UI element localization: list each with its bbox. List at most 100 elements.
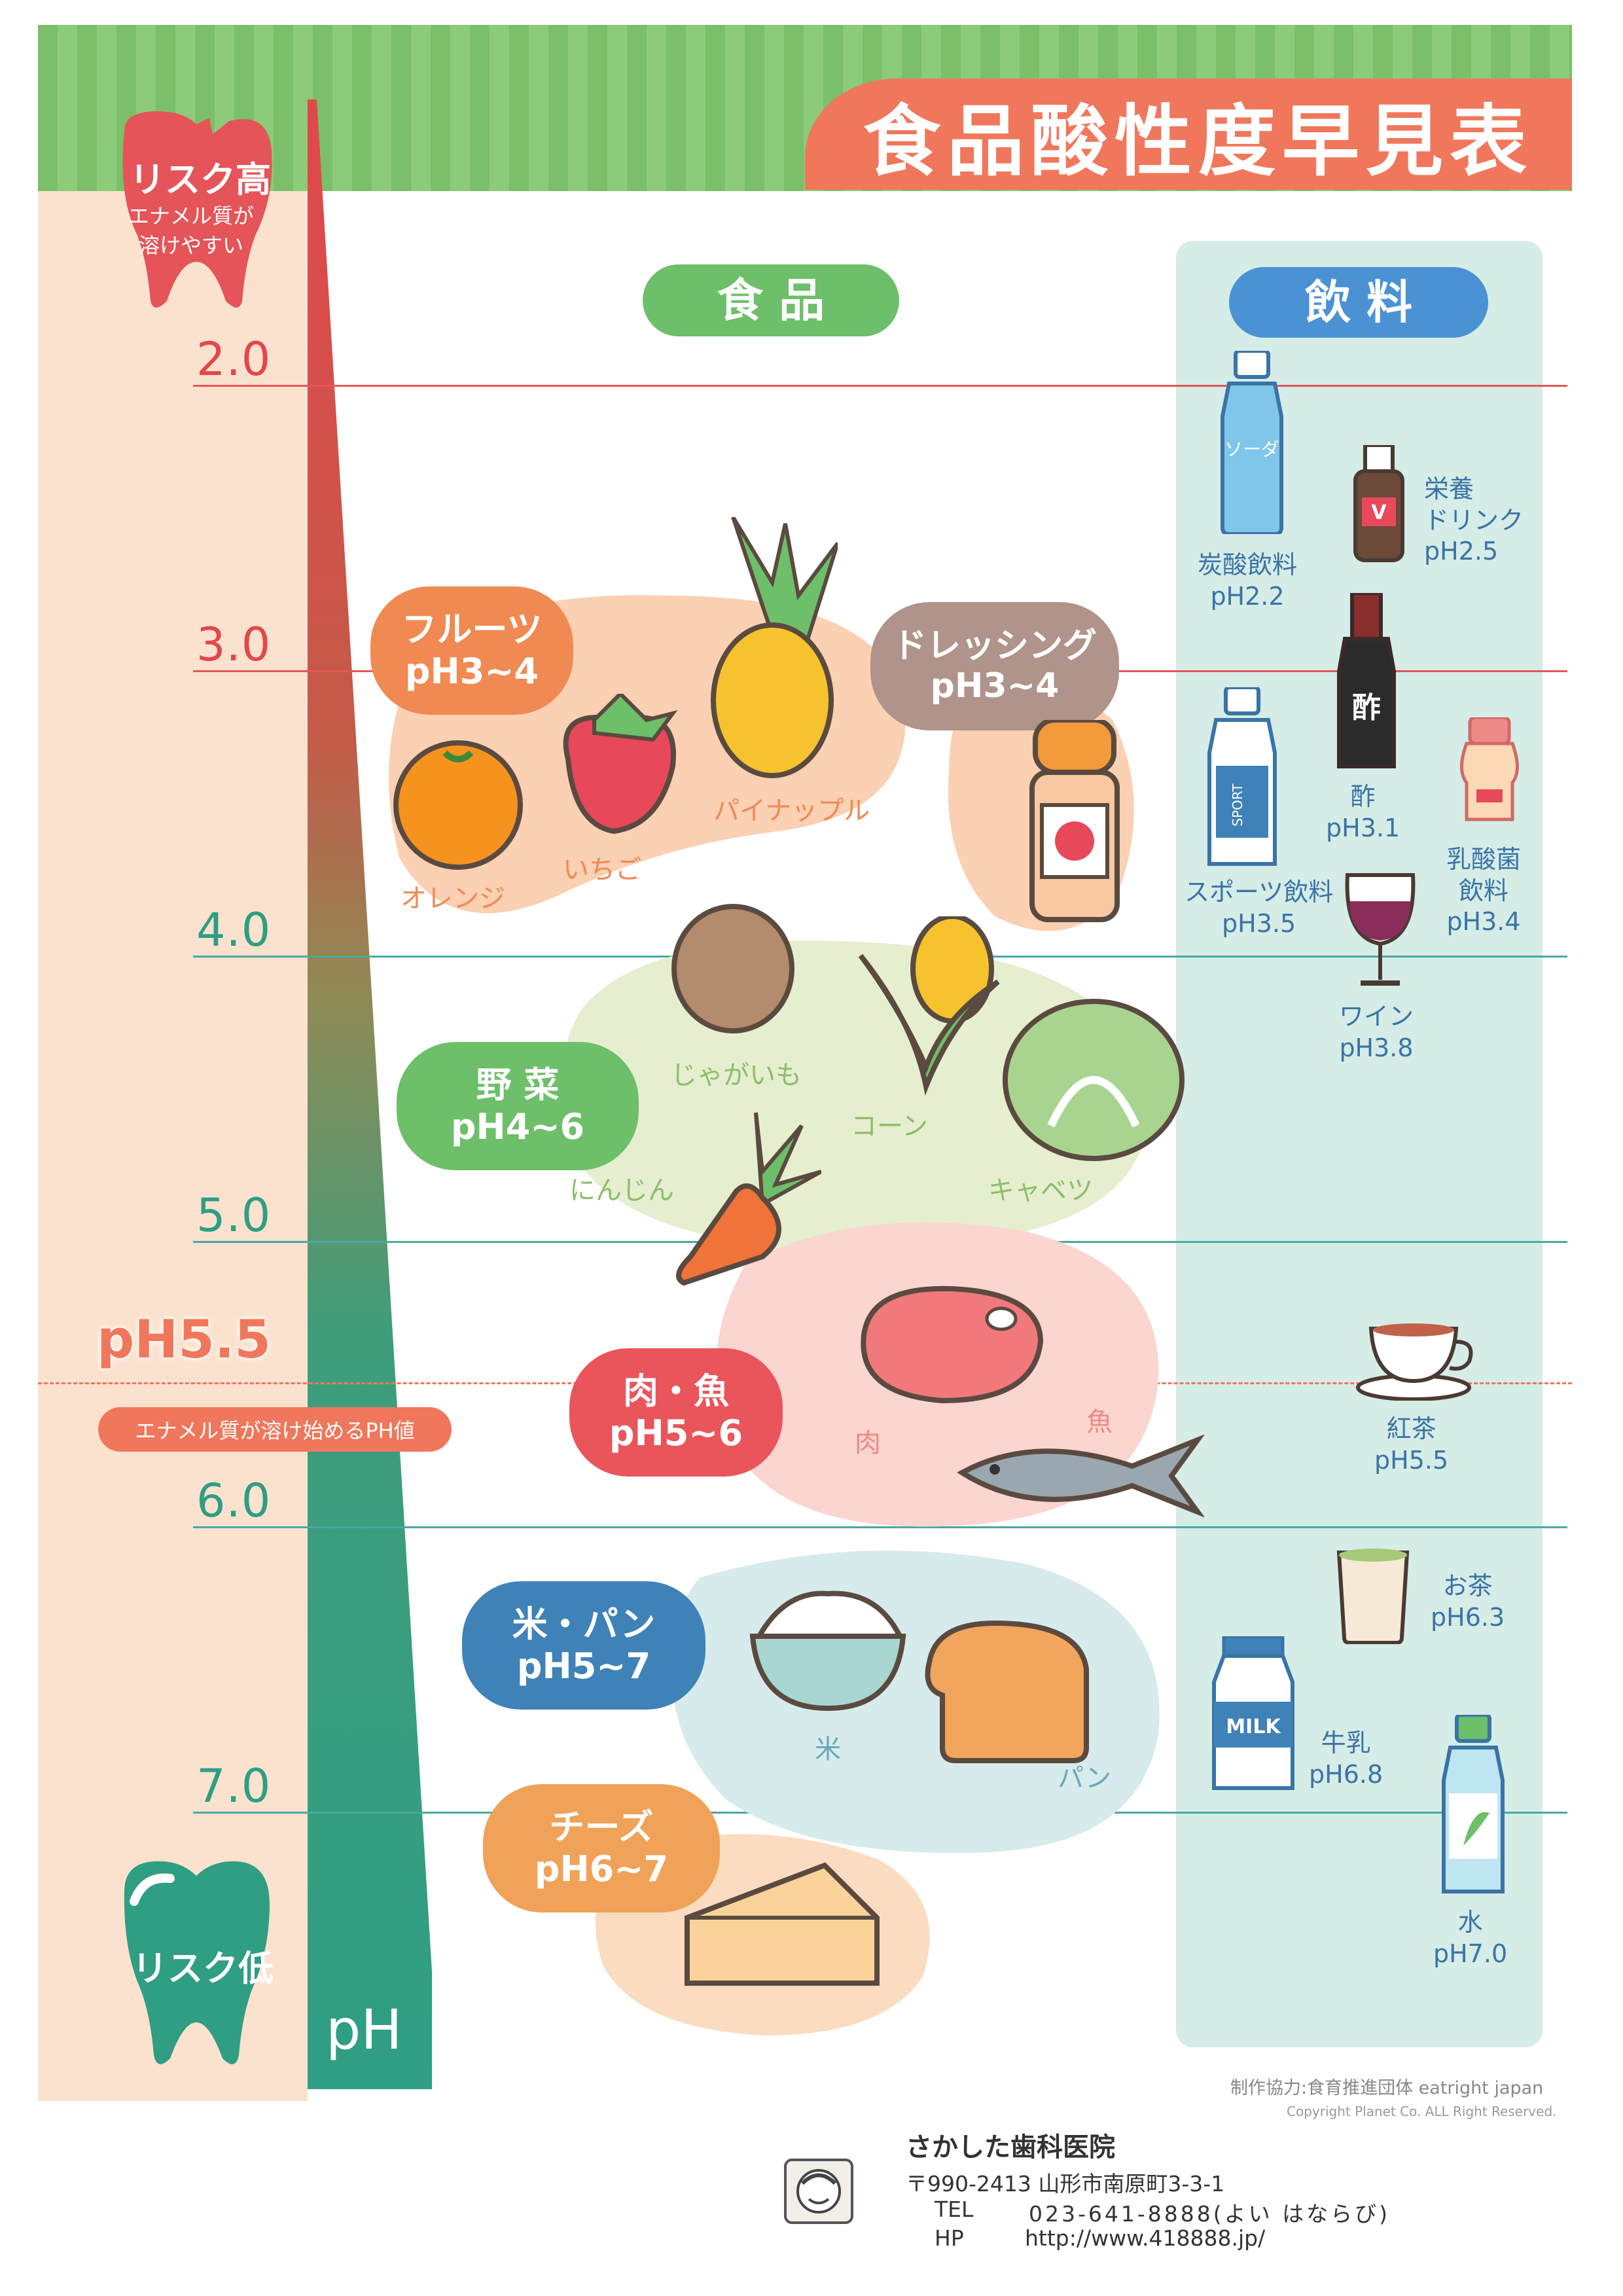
sports-ph: pH3.5	[1222, 908, 1296, 938]
dressing-pill: ドレッシング pH3~4	[870, 602, 1119, 730]
ph-axis-label: pH	[326, 1998, 402, 2062]
vinegar-bottle-icon: 酢	[1337, 593, 1396, 768]
ph-line-2	[193, 385, 1567, 387]
wine-label: ワイン pH3.8	[1339, 1001, 1414, 1064]
energy-drink-icon: V	[1353, 445, 1404, 562]
milk-label: 牛乳 pH6.8	[1309, 1728, 1383, 1790]
potato-icon	[671, 904, 794, 1033]
water-name: 水	[1457, 1908, 1483, 1937]
strawberry-icon	[563, 694, 678, 834]
lactic-drink-icon	[1460, 717, 1519, 821]
meat-label: 肉	[855, 1428, 881, 1458]
cheese-ph: pH6~7	[534, 1848, 669, 1890]
carrot-icon	[676, 1112, 821, 1286]
lactic-name-1: 乳酸菌	[1446, 845, 1522, 874]
ph-gradient-bar	[308, 99, 432, 2089]
fruit-pill: フルーツ pH3~4	[370, 586, 573, 715]
energy-label: 栄養 ドリンク pH2.5	[1424, 474, 1524, 567]
ph-tick-7: 7.0	[196, 1759, 272, 1813]
vinegar-label: 酢 pH3.1	[1326, 781, 1400, 844]
energy-drink-text: V	[1371, 501, 1387, 524]
vinegar-bottle-text: 酢	[1352, 691, 1381, 725]
orange-icon	[393, 740, 523, 870]
green-tea-ph: pH6.3	[1431, 1602, 1505, 1632]
fish-label: 魚	[1086, 1407, 1113, 1437]
sports-drink-text: SPORT	[1230, 783, 1245, 827]
credit-cooperation: 制作協力:食育推進団体 eatright japan	[1230, 2078, 1544, 2098]
risk-high-note-1: エナメル質が	[128, 204, 255, 228]
risk-low-label: リスク低	[132, 1948, 274, 1989]
rice-bread-pill: 米・パン pH5~7	[462, 1581, 705, 1710]
wine-name: ワイン	[1339, 1002, 1414, 1031]
rice-label: 米	[815, 1734, 841, 1765]
green-tea-name: お茶	[1442, 1571, 1493, 1600]
soda-label: 炭酸飲料 pH2.2	[1198, 550, 1297, 612]
fruit-name: フルーツ	[401, 609, 543, 651]
sports-name: スポーツ飲料	[1185, 878, 1334, 906]
clinic-address: 〒990-2413 山形市南原町3-3-1	[906, 2171, 1225, 2197]
milk-carton-icon: MILK	[1212, 1636, 1294, 1790]
soda-ph: pH2.2	[1210, 581, 1285, 611]
ph-tick-5: 5.0	[196, 1189, 272, 1242]
vegetable-pill: 野 菜 pH4~6	[397, 1042, 639, 1170]
green-tea-label: お茶 pH6.3	[1431, 1571, 1505, 1633]
soda-bottle-icon: ソーダ	[1221, 351, 1283, 534]
fruit-ph: pH3~4	[404, 651, 539, 692]
dressing-name: ドレッシング	[892, 626, 1097, 666]
milk-ph: pH6.8	[1309, 1759, 1383, 1789]
strawberry-label: いちご	[563, 855, 641, 885]
vinegar-name: 酢	[1350, 782, 1376, 811]
meat-fish-pill: 肉・魚 pH5~6	[569, 1348, 783, 1477]
clinic-name: さかした歯科医院	[906, 2132, 1115, 2162]
cheese-pill: チーズ pH6~7	[483, 1784, 720, 1912]
bread-label: パン	[1058, 1763, 1111, 1793]
credit-copyright: Copyright Planet Co. ALL Right Reserved.	[1287, 2104, 1557, 2119]
potato-label: じゃがいも	[671, 1060, 802, 1090]
energy-ph: pH2.5	[1424, 537, 1499, 565]
clinic-tel: 023-641-8888(よい はならび)	[1029, 2201, 1391, 2227]
wine-ph: pH3.8	[1339, 1033, 1414, 1062]
soda-name: 炭酸飲料	[1198, 550, 1298, 579]
tooth-low-risk-icon	[124, 1861, 270, 2064]
threshold-value: pH5.5	[97, 1309, 271, 1370]
tooth-high-risk-icon	[122, 111, 272, 308]
dentist-avatar-icon	[784, 2159, 853, 2224]
ph-tick-2: 2.0	[196, 332, 272, 386]
cabbage-label: キャベツ	[988, 1175, 1093, 1206]
threshold-note: エナメル質が溶け始めるPH値	[98, 1407, 452, 1452]
energy-name-2: ドリンク	[1424, 505, 1524, 535]
fish-icon	[957, 1434, 1204, 1518]
risk-high-label: リスク高	[130, 159, 271, 200]
ph-line-6	[193, 1526, 1567, 1528]
dressing-ph: pH3~4	[930, 666, 1060, 706]
corn-label: コーン	[851, 1111, 928, 1141]
clinic-tel-label: TEL	[935, 2197, 974, 2222]
pineapple-label: パイナップル	[713, 796, 870, 826]
lactic-label: 乳酸菌 飲料 pH3.4	[1446, 844, 1521, 938]
bread-icon	[925, 1620, 1089, 1763]
ph-tick-3: 3.0	[196, 618, 272, 672]
teacup-icon	[1356, 1323, 1473, 1401]
rice-bread-name: 米・パン	[512, 1604, 656, 1645]
sports-label: スポーツ飲料 pH3.5	[1185, 877, 1333, 939]
sports-drink-icon: SPORT	[1207, 687, 1277, 866]
vinegar-ph: pH3.1	[1326, 813, 1400, 842]
carrot-label: にんじん	[569, 1175, 674, 1206]
lactic-name-2: 飲料	[1459, 876, 1509, 905]
food-header: 食 品	[643, 264, 899, 336]
clinic-hp-link[interactable]: http://www.418888.jp/	[1025, 2225, 1266, 2251]
tea-ph: pH5.5	[1374, 1445, 1449, 1475]
orange-label: オレンジ	[401, 884, 505, 914]
meat-fish-ph: pH5~6	[609, 1412, 743, 1454]
cheese-name: チーズ	[549, 1806, 654, 1848]
water-label: 水 pH7.0	[1433, 1907, 1507, 1969]
tea-name: 紅茶	[1386, 1414, 1436, 1443]
cheese-icon	[685, 1862, 880, 1986]
vegetable-ph: pH4~6	[450, 1106, 585, 1147]
dressing-bottle-icon	[1029, 720, 1120, 922]
ph-tick-6: 6.0	[196, 1474, 272, 1528]
meat-icon	[861, 1285, 1044, 1404]
lactic-ph: pH3.4	[1446, 907, 1521, 936]
rice-bread-ph: pH5~7	[516, 1645, 651, 1687]
milk-carton-text: MILK	[1226, 1715, 1281, 1738]
